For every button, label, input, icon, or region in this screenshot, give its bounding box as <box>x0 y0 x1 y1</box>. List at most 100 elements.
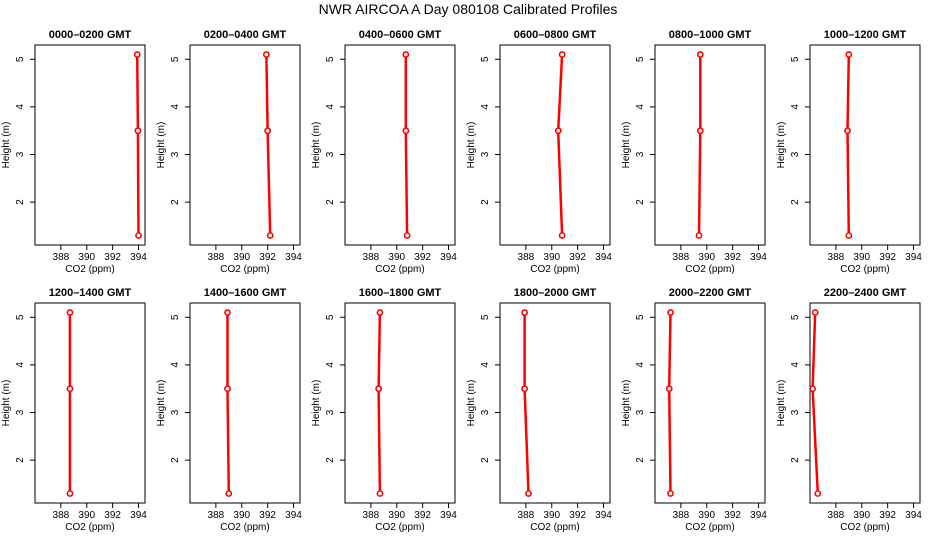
y-tick-label: 2 <box>15 457 26 463</box>
panel-title: 1400–1600 GMT <box>204 287 287 299</box>
y-tick-label: 3 <box>480 151 491 157</box>
x-tick-label: 392 <box>259 252 276 263</box>
y-tick-label: 4 <box>790 362 801 368</box>
panel-title: 0800–1000 GMT <box>669 29 752 41</box>
x-tick-label: 390 <box>388 252 405 263</box>
y-tick-label: 2 <box>635 457 646 463</box>
y-tick-label: 4 <box>170 104 181 110</box>
x-tick-label: 394 <box>750 510 767 521</box>
x-tick-label: 394 <box>750 252 767 263</box>
y-tick-label: 4 <box>15 362 26 368</box>
profile-line <box>697 54 702 236</box>
y-tick-label: 5 <box>325 56 336 62</box>
y-axis-label: Height (m) <box>466 122 477 169</box>
data-point <box>375 385 383 393</box>
data-point <box>667 490 674 497</box>
data-point <box>665 385 673 393</box>
x-tick-label: 388 <box>518 510 535 521</box>
y-axis-label: Height (m) <box>1 122 12 169</box>
y-tick-label: 2 <box>480 199 491 205</box>
x-tick-label: 394 <box>595 252 612 263</box>
y-tick-label: 3 <box>15 151 26 157</box>
y-tick-label: 2 <box>790 457 801 463</box>
x-tick-label: 392 <box>104 510 121 521</box>
data-point <box>696 127 704 135</box>
profile-panel: 2200–2400 GMT 388 390 392 394 CO2 (ppm) 2 3 4 5 He… <box>776 287 922 533</box>
y-tick-label: 4 <box>15 104 26 110</box>
y-axis-label: Height (m) <box>466 380 477 427</box>
y-tick-label: 4 <box>635 104 646 110</box>
y-tick-label: 2 <box>480 457 491 463</box>
data-point <box>845 51 853 58</box>
x-tick-label: 388 <box>673 510 690 521</box>
profile-panel: 0800–1000 GMT 388 390 392 394 CO2 (ppm) 2 3 4 5 He… <box>621 29 767 275</box>
y-tick-label: 5 <box>15 56 26 62</box>
x-tick-label: 390 <box>698 252 715 263</box>
y-axis-label: Height (m) <box>156 122 167 169</box>
panel-title: 2000–2200 GMT <box>669 287 752 299</box>
plot-frame <box>344 44 456 246</box>
y-tick-label: 2 <box>170 457 181 463</box>
profile-panel: 0400–0600 GMT 388 390 392 394 CO2 (ppm) 2 3 4 5 He… <box>311 29 457 275</box>
x-tick-label: 390 <box>233 510 250 521</box>
y-tick-label: 5 <box>635 314 646 320</box>
x-axis-label: CO2 (ppm) <box>65 264 114 275</box>
profile-panel: 0000–0200 GMT 388 390 392 394 CO2 (ppm) 2 3 4 5 He… <box>1 29 147 275</box>
x-tick-label: 392 <box>879 510 896 521</box>
x-tick-label: 388 <box>53 252 70 263</box>
y-axis-label: Height (m) <box>1 380 12 427</box>
x-axis-label: CO2 (ppm) <box>375 264 424 275</box>
y-tick-label: 2 <box>790 199 801 205</box>
x-tick-label: 392 <box>414 510 431 521</box>
y-tick-label: 4 <box>635 362 646 368</box>
y-tick-label: 3 <box>15 409 26 415</box>
x-tick-label: 394 <box>130 252 147 263</box>
plot-frame <box>344 302 456 504</box>
profile-line <box>523 312 530 494</box>
data-point <box>133 51 141 58</box>
data-point <box>845 232 853 239</box>
x-axis-label: CO2 (ppm) <box>375 522 424 533</box>
profile-line <box>846 54 851 236</box>
y-tick-label: 5 <box>325 314 336 320</box>
y-axis-label: Height (m) <box>311 122 322 169</box>
y-tick-label: 5 <box>15 314 26 320</box>
y-tick-label: 2 <box>325 457 336 463</box>
y-tick-label: 4 <box>325 104 336 110</box>
x-tick-label: 390 <box>78 510 95 521</box>
data-point <box>225 490 233 497</box>
x-tick-label: 390 <box>388 510 405 521</box>
y-axis-label: Height (m) <box>621 122 632 169</box>
x-tick-label: 394 <box>595 510 612 521</box>
profile-line <box>377 312 382 494</box>
data-point <box>696 51 704 58</box>
profile-line <box>135 54 140 236</box>
y-tick-label: 5 <box>170 314 181 320</box>
x-tick-label: 390 <box>543 252 560 263</box>
profile-line <box>556 54 564 236</box>
x-tick-label: 394 <box>285 252 302 263</box>
data-point <box>811 309 819 316</box>
data-point <box>554 127 562 135</box>
data-point <box>135 232 142 239</box>
data-point <box>262 51 270 58</box>
plot-frame <box>809 44 921 246</box>
panel-title: 1600–1800 GMT <box>359 287 442 299</box>
y-tick-label: 3 <box>635 409 646 415</box>
profile-line <box>404 54 409 236</box>
y-axis-label: Height (m) <box>311 380 322 427</box>
x-tick-label: 388 <box>363 252 380 263</box>
x-tick-label: 394 <box>905 510 922 521</box>
data-point <box>525 490 532 497</box>
y-tick-label: 3 <box>170 409 181 415</box>
y-tick-label: 2 <box>170 199 181 205</box>
profile-panel: 1200–1400 GMT 388 390 392 394 CO2 (ppm) 2 3 4 5 He… <box>1 287 147 533</box>
data-point <box>667 309 674 316</box>
x-tick-label: 388 <box>208 510 225 521</box>
plot-frame <box>809 302 921 504</box>
x-tick-label: 390 <box>853 252 870 263</box>
x-axis-label: CO2 (ppm) <box>530 522 579 533</box>
y-tick-label: 2 <box>635 199 646 205</box>
y-tick-label: 3 <box>480 409 491 415</box>
panel-title: 0600–0800 GMT <box>514 29 597 41</box>
